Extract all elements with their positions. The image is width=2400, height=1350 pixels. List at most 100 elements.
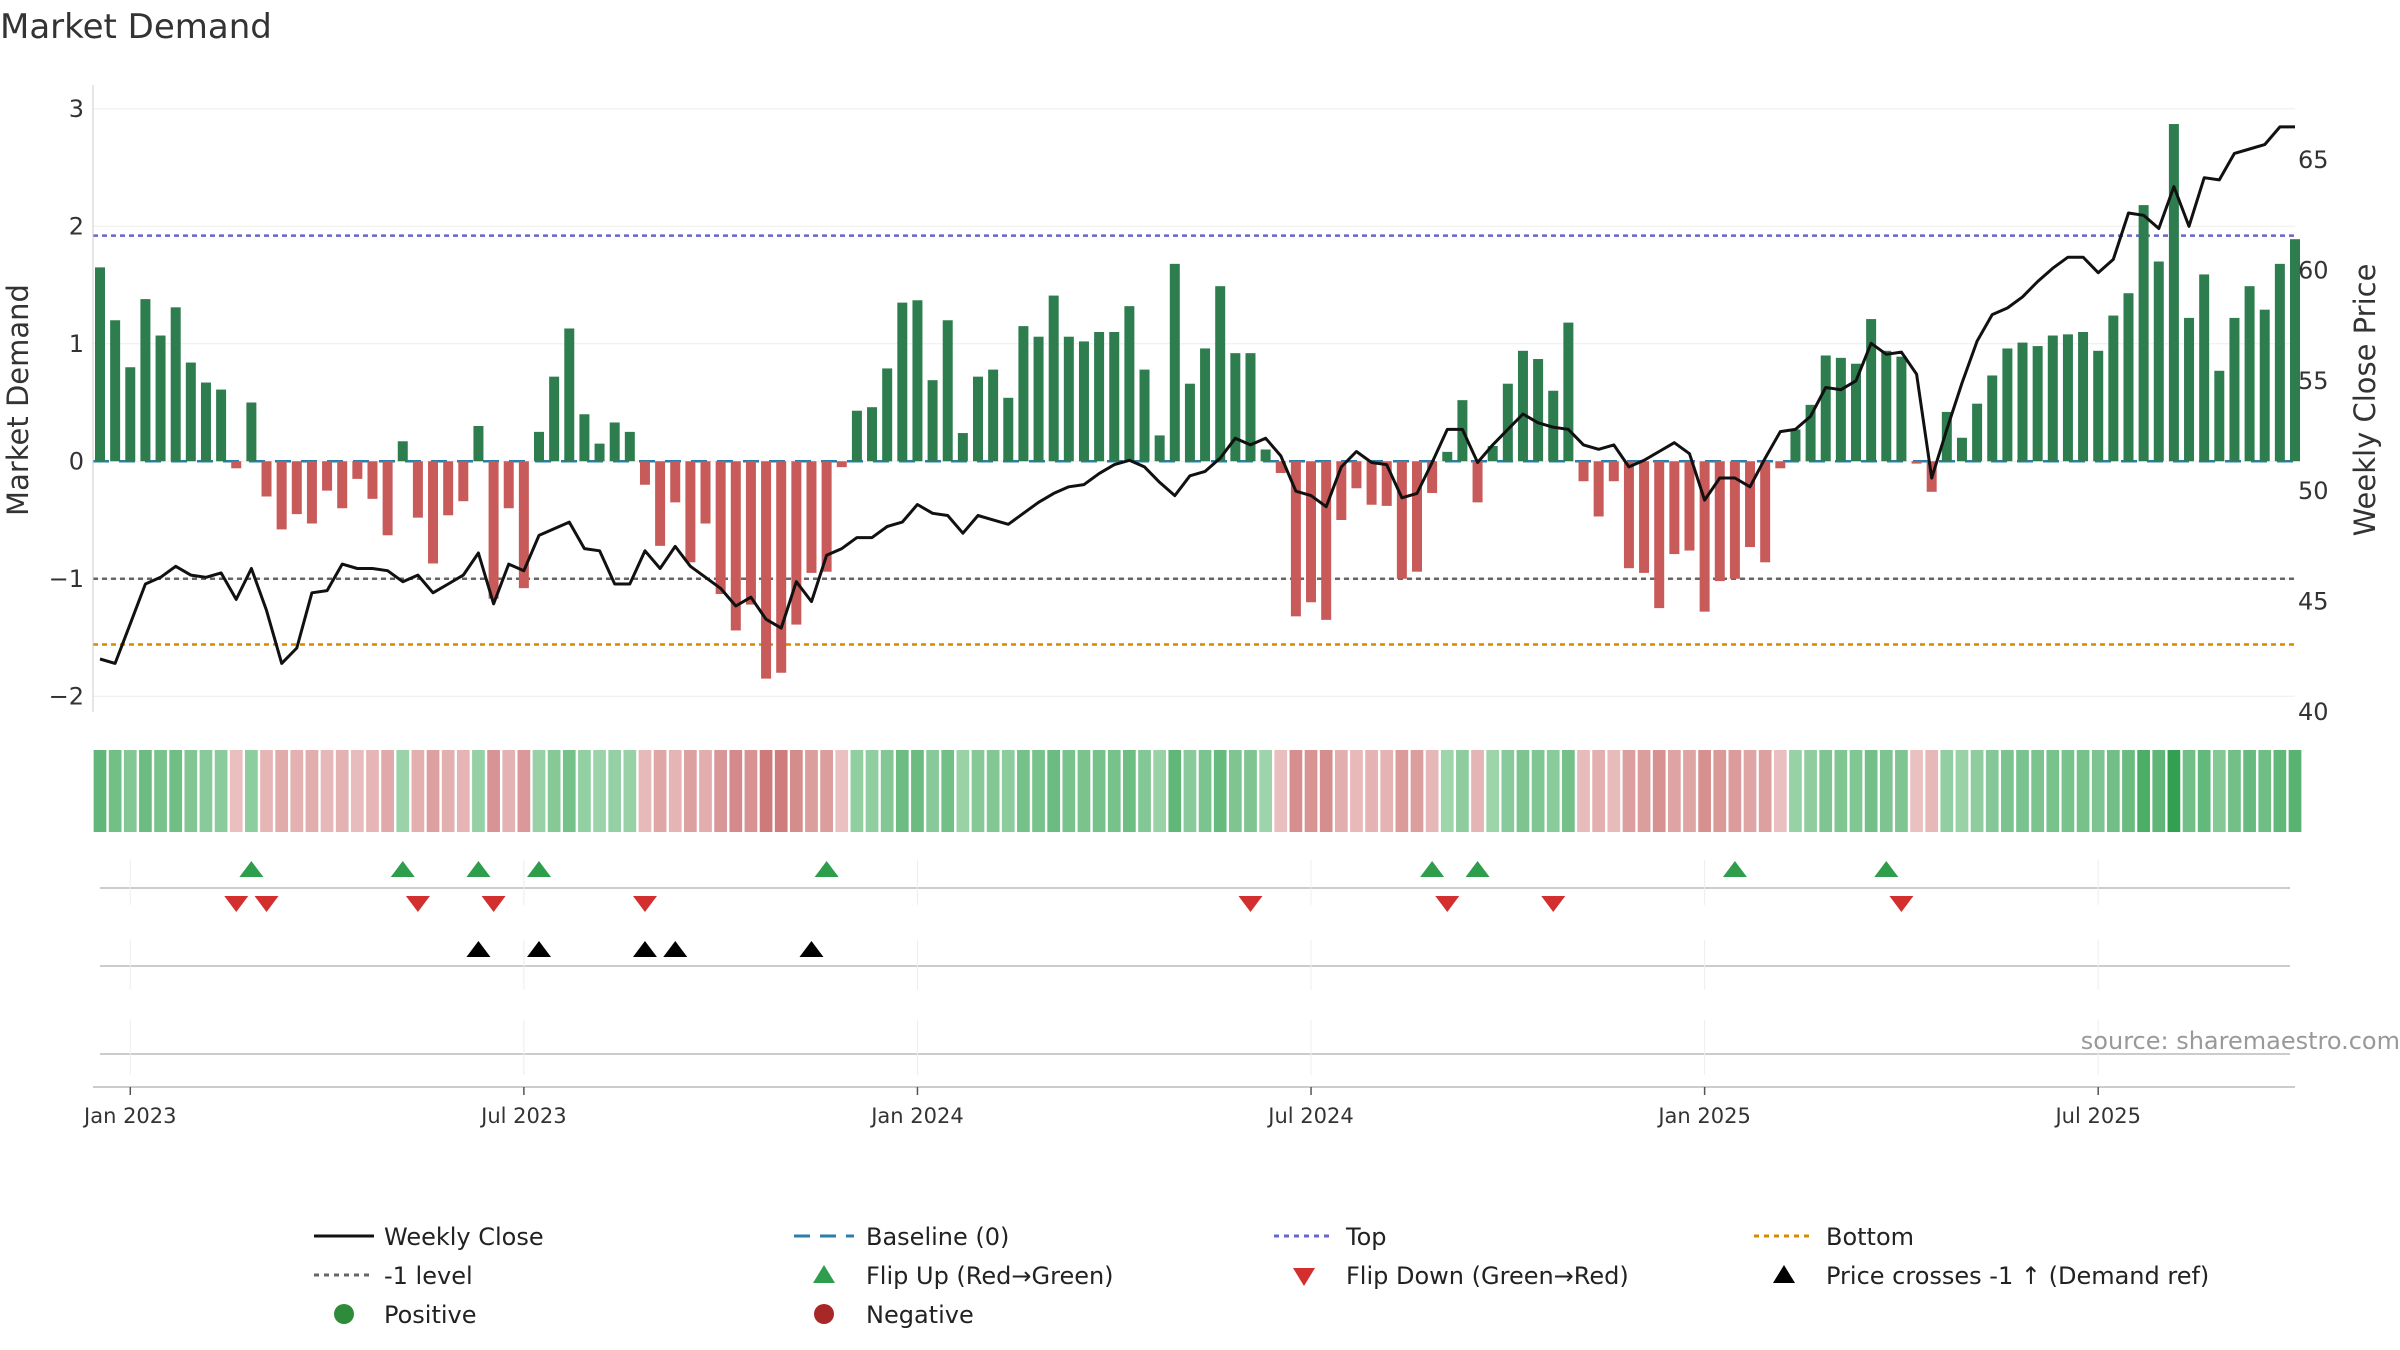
demand-bar	[1669, 461, 1680, 555]
flip-down-marker	[632, 896, 657, 912]
heat-cell	[1773, 750, 1787, 832]
heat-cell	[2182, 750, 2196, 832]
chart-title: Market Demand	[0, 7, 272, 47]
heat-cell	[956, 750, 970, 832]
heat-cell	[608, 750, 622, 832]
legend-minus-one: -1 level	[384, 1262, 473, 1290]
heat-cell	[2167, 750, 2181, 832]
heat-cell	[1092, 750, 1106, 832]
heat-cell	[1001, 750, 1015, 832]
demand-bar	[1396, 461, 1407, 579]
demand-bar	[2047, 335, 2058, 462]
weekly-close-line	[99, 125, 2295, 665]
demand-bar	[2078, 332, 2089, 462]
demand-bar	[1745, 461, 1756, 548]
demand-bar	[1608, 461, 1619, 482]
demand-bar	[1972, 403, 1983, 462]
heat-cell	[1895, 750, 1908, 832]
demand-bar	[1427, 461, 1438, 493]
heat-cell	[668, 750, 682, 832]
demand-bar	[609, 422, 620, 462]
heat-cell	[229, 750, 243, 832]
heat-cell	[1471, 750, 1484, 832]
heat-cell	[1683, 750, 1696, 832]
price-cross-marker	[527, 941, 551, 957]
legend-price-cross-swatch	[1773, 1265, 1795, 1283]
heat-cell	[1667, 750, 1681, 832]
heat-cell	[1789, 750, 1802, 832]
demand-bar	[1987, 375, 1998, 462]
demand-bar	[1078, 341, 1089, 462]
heat-cell	[1698, 750, 1711, 832]
demand-bar	[1154, 435, 1165, 462]
x-tick-label: Jan 2024	[869, 1104, 964, 1128]
heat-cell	[487, 750, 500, 832]
demand-bar	[2123, 293, 2134, 462]
demand-bar	[639, 461, 650, 485]
heat-cell	[1879, 750, 1893, 832]
right-tick-label: 50	[2298, 477, 2329, 505]
heat-cell	[1259, 750, 1272, 832]
heat-cell	[2137, 750, 2150, 832]
heat-cell	[1592, 750, 1606, 832]
heat-cell	[1910, 750, 1923, 832]
heat-cell	[729, 750, 743, 832]
demand-bar	[1321, 461, 1332, 620]
demand-bar	[821, 461, 832, 572]
demand-bar	[1124, 306, 1135, 462]
heat-cell	[699, 750, 712, 832]
heat-cell	[805, 750, 818, 832]
demand-bar	[2002, 348, 2013, 462]
heat-cell	[320, 750, 334, 832]
demand-bar	[579, 414, 590, 462]
heat-cell	[517, 750, 531, 832]
heat-cell	[1456, 750, 1469, 832]
demand-bar	[291, 461, 302, 515]
demand-bar	[549, 376, 560, 462]
price-cross-panel	[100, 940, 2290, 990]
flip-up-marker	[1722, 861, 1747, 877]
legend-negative: Negative	[866, 1301, 974, 1329]
demand-bar	[836, 461, 847, 468]
heat-cell	[411, 750, 425, 832]
legend-baseline: Baseline (0)	[866, 1223, 1009, 1251]
demand-bar	[337, 461, 348, 509]
demand-bar	[1775, 461, 1786, 469]
heat-cell	[2258, 750, 2272, 832]
heat-cell	[850, 750, 864, 832]
demand-bar	[1094, 332, 1105, 462]
heat-cell	[1410, 750, 1424, 832]
right-tick-label: 55	[2298, 367, 2329, 395]
demand-bar	[1018, 326, 1029, 462]
heat-cell	[1834, 750, 1848, 832]
demand-bar	[2214, 370, 2225, 462]
demand-bar	[2032, 346, 2043, 462]
demand-bar	[2108, 315, 2119, 462]
heat-cell	[260, 750, 273, 832]
heat-cell	[2228, 750, 2241, 832]
heat-cell	[396, 750, 410, 832]
heat-cell	[1819, 750, 1833, 832]
heat-cell	[1486, 750, 1500, 832]
demand-bar	[1260, 449, 1271, 462]
demand-bar	[1502, 383, 1513, 462]
heat-cell	[1940, 750, 1954, 832]
heat-cell	[820, 750, 833, 832]
demand-bar	[1911, 461, 1922, 464]
heat-cell	[1970, 750, 1984, 832]
source-label: source: sharemaestro.com	[2081, 1027, 2400, 1055]
demand-bar	[397, 441, 408, 462]
demand-bar	[867, 407, 878, 462]
flip-up-marker	[390, 861, 415, 877]
heat-cell	[1334, 750, 1348, 832]
heat-cell	[1123, 750, 1136, 832]
demand-bar	[428, 461, 439, 564]
heat-cell	[835, 750, 849, 832]
left-tick-label: 1	[69, 330, 84, 358]
heat-cell	[1380, 750, 1394, 832]
demand-bars	[95, 124, 2300, 679]
flip-up-marker	[1874, 861, 1899, 877]
demand-bar	[1139, 369, 1150, 462]
heat-cell	[2106, 750, 2120, 832]
demand-bar	[1851, 363, 1861, 462]
